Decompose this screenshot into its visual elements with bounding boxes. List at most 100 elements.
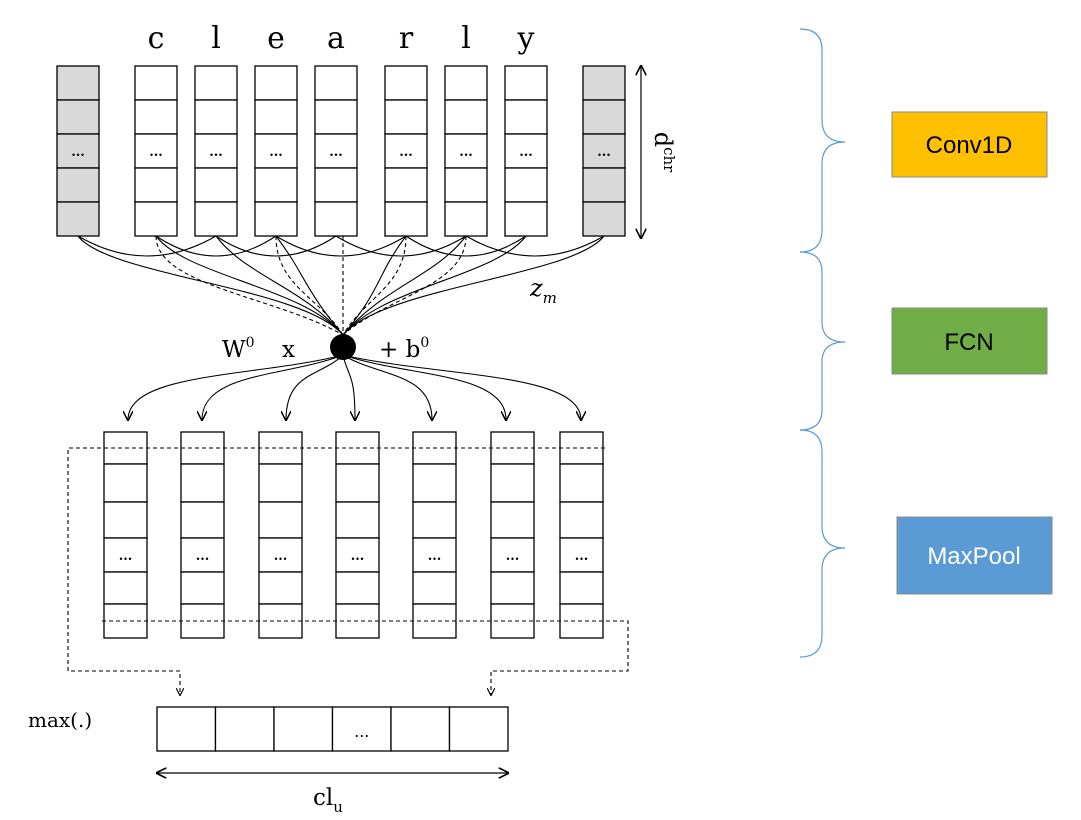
embedding-cell: [384, 201, 428, 237]
feature-cell: [335, 501, 380, 539]
window-link: [215, 235, 337, 257]
max-label: max(.): [28, 708, 92, 732]
cell-ellipsis: ...: [428, 549, 442, 564]
char-label: r: [399, 21, 414, 56]
cell-ellipsis: ...: [519, 145, 533, 160]
cell-ellipsis: ...: [209, 145, 223, 160]
fan-out-arrow: [286, 354, 344, 420]
output-cell: [390, 706, 451, 752]
weight-label: W0: [222, 335, 255, 363]
embedding-cell: [194, 65, 238, 101]
feature-cell: [258, 463, 303, 503]
fan-out-arrow: [342, 354, 432, 420]
window-link: [77, 235, 217, 257]
embedding-cell: [444, 167, 488, 203]
embedding-cell: [582, 99, 626, 135]
maxpool-window: [67, 447, 629, 695]
feature-column: ...: [490, 431, 535, 639]
embedding-cell: [314, 99, 358, 135]
feature-cell: [258, 501, 303, 539]
embedding-cell: [194, 99, 238, 135]
fan-out-arrow: [342, 354, 355, 420]
output-cell: [156, 706, 217, 752]
char-column: ...: [194, 65, 238, 237]
maxpool-label: MaxPool: [927, 543, 1020, 570]
feature-cell: [490, 501, 535, 539]
feature-cell: [180, 537, 225, 573]
embedding-cell: [384, 167, 428, 203]
char-column: ...: [134, 65, 178, 237]
char-column: ...: [384, 65, 428, 237]
output-vector: ...: [156, 706, 509, 752]
char-column: ...: [314, 65, 358, 237]
feature-cell: [412, 571, 457, 605]
feature-cell: [335, 537, 380, 573]
window-link: [405, 235, 527, 257]
feature-cell: [103, 571, 148, 605]
embedding-cell: [254, 201, 298, 237]
feature-cell: [103, 501, 148, 539]
conv-link: [342, 235, 467, 336]
embedding-cell: [314, 201, 358, 237]
char-column: ...: [504, 65, 548, 237]
embedding-cell: [582, 65, 626, 101]
bias-label: + b0: [379, 335, 429, 363]
feature-cell: [258, 571, 303, 605]
cell-ellipsis: ...: [597, 145, 611, 160]
embedding-cell: [504, 99, 548, 135]
stage-maxpool: MaxPool: [896, 516, 1053, 595]
conv-link: [342, 235, 527, 336]
cell-ellipsis: ...: [329, 145, 343, 160]
cell-ellipsis: ...: [575, 549, 589, 564]
cell-ellipsis: ...: [506, 549, 520, 564]
embedding-cell: [384, 133, 428, 169]
feature-column: ...: [412, 431, 457, 639]
char-label: c: [148, 21, 165, 56]
embedding-cell: [56, 65, 100, 101]
feature-column: ...: [180, 431, 225, 639]
conv1d-label: Conv1D: [926, 132, 1013, 159]
embedding-cell: [134, 201, 178, 237]
maxpool-brace: [799, 429, 846, 658]
conv-link: [77, 235, 344, 336]
output-dim-label: clu: [313, 785, 343, 816]
padding-column: ...: [582, 65, 626, 237]
conv-link-dashed: [275, 235, 344, 336]
output-cell: [331, 706, 392, 752]
output-cell: [273, 706, 334, 752]
embedding-cell: [56, 99, 100, 135]
feature-cell: [412, 501, 457, 539]
feature-cell: [490, 463, 535, 503]
embedding-cell: [56, 201, 100, 237]
feature-cell: [103, 463, 148, 503]
cell-ellipsis: ...: [269, 145, 283, 160]
fan-out-arrow: [342, 354, 581, 420]
embedding-cell: [504, 201, 548, 237]
feature-cell: [559, 463, 604, 503]
cell-ellipsis: ...: [459, 145, 473, 160]
char-column: ...: [444, 65, 488, 237]
conv-link: [342, 235, 407, 336]
stage-fcn: FCN: [891, 307, 1048, 375]
char-embedding-columns: ...........................: [56, 65, 626, 237]
conv1d-brace: [799, 28, 846, 253]
feature-column: ...: [559, 431, 604, 639]
fan-out-arrow: [128, 354, 344, 420]
char-label: e: [267, 21, 285, 56]
feature-cell: [180, 501, 225, 539]
embedding-cell: [254, 99, 298, 135]
window-link: [155, 235, 277, 257]
cell-ellipsis: ...: [399, 145, 413, 160]
fcn-label: FCN: [944, 329, 993, 356]
cell-ellipsis: ...: [354, 722, 369, 741]
feature-cell: [559, 571, 604, 605]
char-label: l: [461, 21, 471, 56]
feature-cell: [412, 537, 457, 573]
conv-link-dashed: [155, 235, 344, 336]
fcn-box: [891, 307, 1048, 375]
embedding-cell: [444, 99, 488, 135]
feature-cell: [180, 571, 225, 605]
embedding-cell: [254, 167, 298, 203]
